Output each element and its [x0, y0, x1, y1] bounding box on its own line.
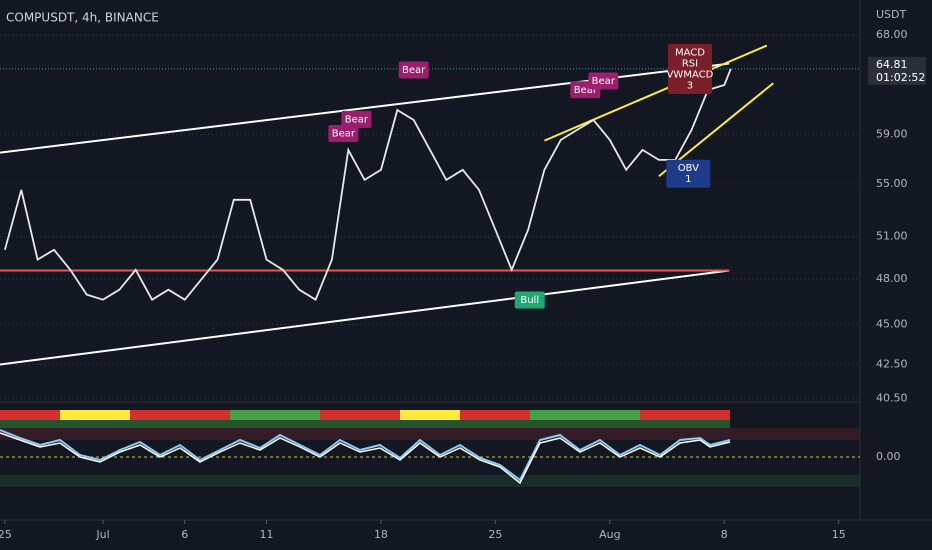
osc-tick-label: 0.00	[876, 450, 901, 463]
annotation-box	[666, 159, 711, 188]
x-tick-label: 6	[181, 528, 188, 541]
annotation-box	[588, 72, 619, 90]
y-axis-label: USDT	[876, 8, 907, 21]
x-tick-label: 15	[832, 528, 846, 541]
y-tick-label: 68.00	[876, 28, 908, 41]
strip	[530, 410, 640, 420]
strip	[230, 410, 320, 420]
annotation-text: OBV	[678, 163, 699, 174]
strip	[400, 410, 460, 420]
annotation-text: Bull	[520, 295, 539, 306]
osc-zone	[0, 428, 860, 440]
oscillator-line	[0, 432, 731, 485]
y-tick-label: 42.50	[876, 357, 908, 370]
x-tick-label: 8	[721, 528, 728, 541]
annotation-text: Bear	[574, 85, 598, 96]
annotation-box	[514, 291, 545, 309]
x-tick-label: 25	[0, 528, 12, 541]
annotation-text: 1	[685, 174, 691, 185]
strip	[0, 420, 730, 428]
annotation-text: Bear	[592, 76, 616, 87]
osc-zone	[0, 475, 860, 487]
strip	[60, 410, 130, 420]
trendline	[544, 44, 768, 142]
annotation-text: RSI	[682, 58, 698, 69]
countdown-label: 01:02:52	[876, 71, 925, 84]
x-tick-label: 18	[374, 528, 388, 541]
annotation-text: MACD	[675, 47, 705, 58]
x-tick-label: Aug	[599, 528, 620, 541]
y-tick-label: 48.00	[876, 272, 908, 285]
annotation-text: Bear	[332, 128, 356, 139]
y-tick-label: 59.00	[876, 128, 908, 141]
last-price-box	[868, 56, 926, 85]
oscillator-strip	[0, 410, 730, 428]
annotation-box	[398, 61, 429, 79]
trendline	[0, 269, 730, 366]
x-tick-label: 11	[260, 528, 274, 541]
annotation-text: Bear	[402, 65, 426, 76]
annotation-text: VWMACD	[667, 69, 714, 80]
last-price-label: 64.81	[876, 58, 908, 71]
annotation-text: 3	[687, 80, 693, 91]
x-tick-label: 25	[488, 528, 502, 541]
y-tick-label: 45.00	[876, 317, 908, 330]
y-tick-label: 55.00	[876, 177, 908, 190]
annotation-box	[667, 43, 712, 94]
chart-title: COMPUSDT, 4h, BINANCE	[6, 11, 159, 25]
y-tick-label: 51.00	[876, 230, 908, 243]
annotation-text: Bear	[345, 114, 369, 125]
y-tick-label: 40.50	[876, 391, 908, 404]
x-tick-label: Jul	[95, 528, 109, 541]
annotation-box	[328, 124, 359, 142]
annotation-box	[341, 110, 372, 128]
price-line	[4, 68, 732, 302]
strip	[0, 410, 730, 420]
oscillator-line	[0, 429, 731, 482]
